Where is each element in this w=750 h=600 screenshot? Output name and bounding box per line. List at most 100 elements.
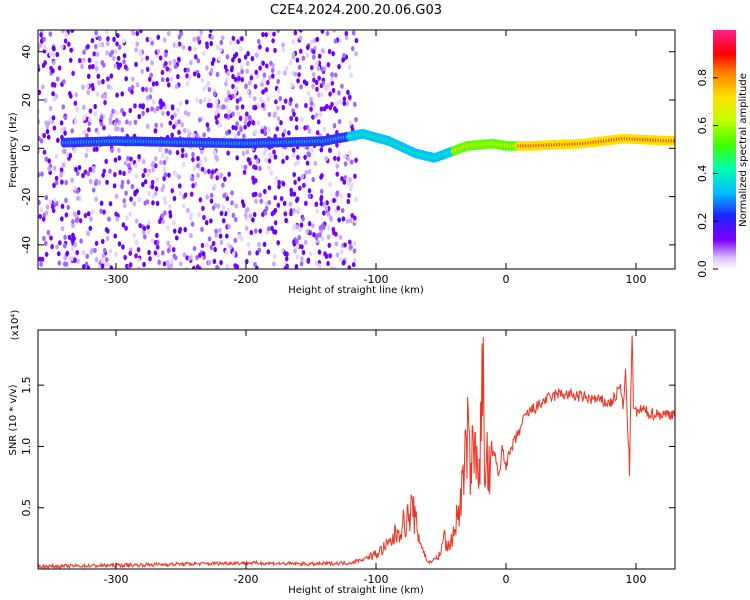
spectrogram-noise-cell [295,243,300,249]
spectrogram-noise-cell [236,130,241,136]
spectrogram-noise-cell [120,127,125,133]
spectrogram-noise-cell [213,246,217,253]
spectrogram-noise-cell [296,154,300,161]
spectrogram-noise-cell [55,244,59,250]
spectrogram-noise-cell [192,71,197,77]
spectrogram-noise-cell [230,200,234,206]
spectrogram-noise-cell [162,196,167,202]
spectrogram-noise-cell [301,216,305,222]
spectrogram-noise-cell [285,155,289,161]
spectrogram-noise-cell [222,176,227,182]
spectrogram-noise-cell [209,192,214,198]
spectrogram-noise-cell [214,99,219,105]
spectrogram-noise-cell [103,261,108,268]
spectrogram-noise-cell [245,207,250,213]
spectrogram-noise-cell [88,166,93,173]
spectrogram-noise-cell [88,108,93,114]
spectrogram-noise-cell [69,47,73,53]
spectrogram-noise-cell [297,207,301,213]
spectrogram-noise-cell [142,229,146,236]
spectrogram-noise-cell [165,259,170,266]
spectrogram-noise-cell [252,179,256,185]
spectrogram-noise-cell [267,165,271,171]
spectrogram-noise-cell [294,116,299,122]
spectrogram-noise-cell [352,215,357,221]
spectrogram-noise-cell [121,244,125,250]
spectrogram-noise-cell [134,218,139,224]
spectrogram-noise-cell [175,149,180,156]
spectrogram-noise-cell [204,220,209,226]
spectrogram-noise-cell [41,62,46,69]
x-tick-label: 100 [626,573,647,586]
spectrogram-noise-cell [145,66,150,72]
spectrogram-noise-cell [212,149,217,156]
spectrogram-noise-cell [266,96,271,102]
spectrogram-noise-cell [86,265,91,269]
spectrogram-noise-cell [110,147,114,153]
spectrogram-noise-cell [245,111,249,117]
spectrogram-noise-cell [190,176,195,182]
spectrogram-noise-cell [277,183,281,190]
spectrogram-noise-cell [335,101,339,107]
spectrogram-noise-cell [317,75,321,81]
spectrogram-noise-cell [298,227,303,233]
spectrogram-noise-cell [210,34,215,41]
spectrogram-noise-cell [120,179,125,185]
spectrogram-noise-cell [106,262,111,268]
spectrogram-noise-cell [177,41,182,47]
spectrogram-noise-cell [39,138,44,144]
spectrogram-noise-cell [278,95,283,102]
spectrogram-noise-cell [130,89,134,95]
spectrogram-noise-cell [258,65,262,71]
spectrogram-noise-cell [305,44,310,51]
spectrogram-noise-cell [266,226,271,232]
spectrogram-noise-cell [233,216,238,223]
spectrogram-noise-cell [142,225,147,232]
spectrogram-noise-cell [94,60,99,66]
spectrogram-noise-cell [292,171,297,178]
spectrogram-noise-cell [354,51,358,57]
spectrogram-noise-cell [147,220,151,226]
spectrogram-noise-cell [90,82,95,89]
spectrogram-noise-cell [153,250,158,256]
spectrogram-noise-cell [192,165,197,171]
spectrogram-noise-cell [244,83,248,90]
spectrogram-noise-cell [276,116,281,122]
spectrogram-noise-cell [273,47,277,54]
spectrogram-noise-cell [297,235,302,241]
spectrogram-noise-cell [338,234,343,240]
spectrogram-noise-cell [64,197,68,203]
spectrogram-noise-cell [160,250,165,256]
snr-panel: -300 -200 -100 0 100 0.5 1.0 1.5 Height of stra… [8,310,676,596]
spectrogram-noise-cell [253,83,258,90]
spectrogram-noise-cell [261,60,265,66]
spectrogram-noise-cell [57,251,61,257]
snr-ticks: -300 -200 -100 0 100 0.5 1.0 1.5 [20,330,675,586]
spectrogram-noise-cell [162,160,167,166]
spectrogram-noise-cell [97,179,102,186]
spectrogram-noise-cell [193,54,198,60]
spectrogram-noise-cell [51,81,55,87]
spectrogram-noise-cell [276,202,281,208]
spectrogram-noise-cell [201,205,205,212]
spectrogram-noise-cell [138,51,143,57]
spectrogram-noise-cell [227,109,231,115]
spectrogram-noise-cell [95,51,100,57]
spectrogram-noise-cell [50,244,54,250]
spectrogram-noise-cell [340,176,344,182]
spectrogram-noise-cell [112,183,117,189]
spectrogram-noise-cell [256,120,261,126]
spectrogram-noise-cell [319,91,324,98]
colorbar-ticks: 0.0 0.2 0.4 0.6 0.8 [696,69,718,278]
spectrogram-noise-cell [333,72,338,78]
spectrogram-noise-cell [134,253,138,259]
spectrogram-noise-cell [186,111,191,117]
x-tick-label: -200 [234,573,259,586]
spectrogram-noise-cell [177,129,181,135]
spectrogram-noise-cell [100,93,105,99]
spectrogram-noise-cell [231,83,235,90]
spectrogram-noise-cell [59,167,64,173]
spectrogram-noise-cell [59,44,64,50]
spectrogram-noise-cell [192,245,197,252]
